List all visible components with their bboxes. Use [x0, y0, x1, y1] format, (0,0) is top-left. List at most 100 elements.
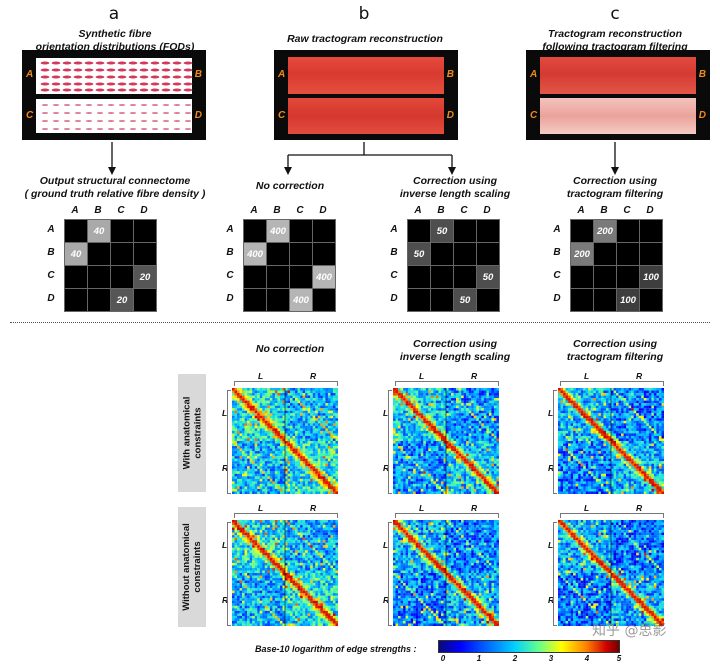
hemi-label-l: L [548, 540, 554, 550]
band-without-constraints: Without anatomical constraints [178, 507, 206, 627]
hemi-bracket-left [388, 522, 392, 626]
matrix-a: A B C D A B C D 40 40 20 20 [44, 205, 174, 315]
hemi-bracket-top [395, 513, 499, 518]
hemi-label-r: R [471, 371, 478, 381]
raw-label-b: B [446, 69, 454, 80]
cell [640, 220, 662, 242]
cell [313, 289, 335, 311]
row-head-d: D [47, 293, 55, 304]
cell-ab: 50 [431, 220, 453, 242]
band-without-line1: Without anatomical [181, 523, 192, 611]
cell [571, 220, 593, 242]
cell [244, 220, 266, 242]
bottom-caption-2-line1: Correction using [412, 338, 497, 350]
cell-cd: 50 [477, 266, 499, 288]
cell [571, 289, 593, 311]
hemi-bracket-top [234, 381, 338, 386]
hemi-label-l: L [222, 540, 228, 550]
cell [408, 289, 430, 311]
cell-ab: 400 [267, 220, 289, 242]
hemi-label-r: R [222, 595, 229, 605]
matrix-caption-b1-line1: No correction [255, 180, 325, 192]
cell [594, 266, 616, 288]
cell-dc: 100 [617, 289, 639, 311]
hemi-label-r: R [383, 595, 390, 605]
bottom-caption-2-line2: inverse length scaling [399, 351, 511, 363]
col-head-d: D [483, 205, 491, 216]
row-head-d: D [553, 293, 561, 304]
matrix-caption-b2-line2: inverse length scaling [399, 188, 511, 200]
cell [454, 243, 476, 265]
cell [134, 243, 156, 265]
cell [454, 266, 476, 288]
hemi-label-r: R [548, 463, 555, 473]
hemi-label-l: L [258, 503, 264, 513]
row-head-b: B [390, 247, 398, 258]
hemi-label-l: L [584, 371, 590, 381]
cell [111, 266, 133, 288]
heatmap-with-filtering-cells [558, 388, 665, 495]
hemi-label-r: R [636, 503, 643, 513]
bottom-caption-1-line1: No correction [255, 343, 325, 355]
heatmap-without-no-correction [232, 520, 339, 627]
hemi-label-r: R [310, 503, 317, 513]
fod-label-b: B [194, 69, 202, 80]
cell [313, 243, 335, 265]
colorbar-tick-1: 1 [476, 654, 482, 663]
filtered-bundle-top [540, 57, 696, 94]
cell [594, 243, 616, 265]
cell [88, 289, 110, 311]
cell-dc: 20 [111, 289, 133, 311]
heatmap-without-filtering-cells [558, 520, 665, 627]
band-with-line2: constraints [192, 407, 204, 459]
cell [617, 220, 639, 242]
cell-ab: 40 [88, 220, 110, 242]
hemi-label-l: L [584, 503, 590, 513]
col-head-a: A [250, 205, 258, 216]
cell [477, 289, 499, 311]
col-head-a: A [577, 205, 585, 216]
panel-label-c: c [610, 4, 620, 24]
heatmap-with-length-scaling-cells [393, 388, 500, 495]
hemi-label-l: L [383, 540, 389, 550]
matrix-caption-c-line1: Correction using [572, 175, 657, 187]
cell [267, 266, 289, 288]
matrix-c: A B C D A B C D 200 200 100 100 [550, 205, 680, 315]
hemi-label-r: R [636, 371, 643, 381]
fod-label-d: D [194, 110, 202, 121]
row-head-b: B [226, 247, 234, 258]
row-head-a: A [47, 224, 55, 235]
raw-label-a: A [278, 69, 286, 80]
cell [640, 289, 662, 311]
cell [454, 220, 476, 242]
col-head-a: A [71, 205, 79, 216]
cell [244, 266, 266, 288]
hemi-label-l: L [383, 408, 389, 418]
row-head-d: D [226, 293, 234, 304]
cell-ba: 50 [408, 243, 430, 265]
matrix-c-grid: 200 200 100 100 [570, 219, 663, 312]
heatmap-without-filtering [558, 520, 665, 627]
filtered-label-a: A [530, 69, 538, 80]
matrix-b2: A B C D A B C D 50 50 50 50 [387, 205, 517, 315]
cell [65, 220, 87, 242]
cell-ab: 200 [594, 220, 616, 242]
matrix-b1: A B C D A B C D 400 400 400 400 [223, 205, 353, 315]
filtered-tractogram: A B C D [526, 50, 710, 140]
cell [290, 266, 312, 288]
colorbar-tick-2: 2 [512, 654, 518, 663]
fod-label-c: C [26, 110, 34, 121]
row-head-c: C [553, 270, 561, 281]
hemi-bracket-left [553, 522, 557, 626]
row-head-b: B [47, 247, 55, 258]
col-head-d: D [140, 205, 148, 216]
heatmap-without-length-scaling-cells [393, 520, 500, 627]
matrix-caption-c-line2: tractogram filtering [566, 188, 664, 200]
arrows [108, 142, 619, 175]
cell [571, 266, 593, 288]
hemi-bracket-left [553, 390, 557, 494]
cell [267, 243, 289, 265]
colorbar [438, 640, 620, 653]
cell [88, 266, 110, 288]
panel-label-b: b [358, 4, 370, 24]
